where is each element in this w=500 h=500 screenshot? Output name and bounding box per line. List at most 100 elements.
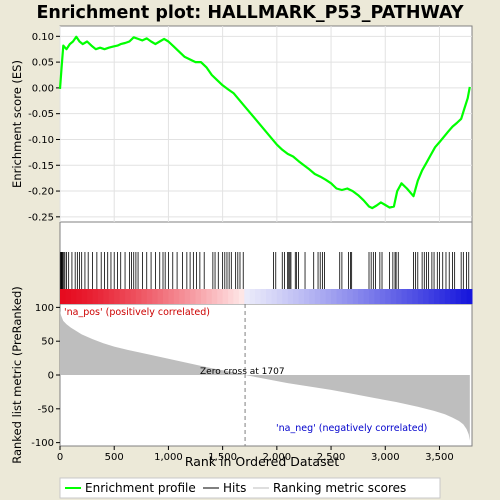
es-y-tick-label: -0.05 bbox=[28, 109, 54, 120]
rank-colorbar-segment bbox=[423, 289, 430, 304]
rank-colorbar-segment bbox=[76, 289, 83, 304]
rank-colorbar-segment bbox=[97, 289, 104, 304]
x-tick-label: 3,500 bbox=[425, 452, 454, 463]
rank-colorbar-segment bbox=[238, 289, 245, 304]
rank-colorbar-segment bbox=[341, 289, 348, 304]
rank-colorbar-segment bbox=[276, 289, 283, 304]
rank-colorbar-segment bbox=[81, 289, 88, 304]
metric-y-tick-label: 50 bbox=[41, 337, 54, 348]
metric-y-axis: 100 50 0 -50 -100 bbox=[31, 303, 60, 449]
rank-colorbar-segment bbox=[222, 289, 229, 304]
rank-colorbar-segment bbox=[206, 289, 213, 304]
positive-correlation-label: 'na_pos' (positively correlated) bbox=[64, 307, 210, 318]
x-tick-label: 2,500 bbox=[317, 452, 346, 463]
rank-colorbar-segment bbox=[385, 289, 392, 304]
rank-colorbar-segment bbox=[114, 289, 121, 304]
es-y-axis: 0.10 0.05 0.00 -0.05 -0.10 -0.15 -0.20 -0.25 bbox=[28, 32, 60, 223]
rank-colorbar-segment bbox=[336, 289, 343, 304]
rank-colorbar-segment bbox=[255, 289, 262, 304]
x-axis-label: Rank in Ordered Dataset bbox=[185, 454, 339, 469]
rank-colorbar-segment bbox=[184, 289, 191, 304]
rank-colorbar-segment bbox=[406, 289, 413, 304]
negative-correlation-label: 'na_neg' (negatively correlated) bbox=[276, 423, 427, 434]
es-y-tick-label: 0.00 bbox=[32, 83, 54, 94]
rank-colorbar-segment bbox=[233, 289, 240, 304]
zero-cross-label: Zero cross at 1707 bbox=[200, 367, 285, 377]
rank-colorbar-segment bbox=[282, 289, 289, 304]
rank-colorbar bbox=[60, 289, 473, 304]
rank-colorbar-segment bbox=[87, 289, 94, 304]
rank-colorbar-segment bbox=[168, 289, 175, 304]
es-panel-background bbox=[59, 25, 473, 223]
rank-colorbar-segment bbox=[157, 289, 164, 304]
x-tick-label: 2,000 bbox=[263, 452, 292, 463]
rank-colorbar-segment bbox=[369, 289, 375, 304]
rank-colorbar-segment bbox=[320, 289, 327, 304]
es-y-tick-label: -0.25 bbox=[28, 212, 54, 223]
rank-colorbar-segment bbox=[303, 289, 310, 304]
rank-colorbar-segment bbox=[439, 289, 446, 304]
rank-colorbar-segment bbox=[271, 289, 278, 304]
rank-colorbar-segment bbox=[260, 289, 267, 304]
rank-colorbar-segment bbox=[146, 289, 153, 304]
legend-hits-label: Hits bbox=[223, 481, 246, 495]
rank-colorbar-segment bbox=[358, 289, 365, 304]
metric-y-tick-label: -50 bbox=[38, 404, 54, 415]
rank-colorbar-segment bbox=[130, 289, 137, 304]
es-gridlines bbox=[59, 26, 472, 222]
hit-marks bbox=[60, 252, 470, 289]
rank-colorbar-segment bbox=[444, 289, 451, 304]
rank-colorbar-segment bbox=[70, 289, 77, 304]
x-tick-label: 500 bbox=[105, 452, 124, 463]
rank-colorbar-segment bbox=[135, 289, 142, 304]
rank-colorbar-segment bbox=[450, 289, 457, 304]
es-y-tick-label: -0.15 bbox=[28, 161, 54, 172]
x-axis: 0 500 1,000 1,500 2,000 2,500 3,000 3,500 bbox=[57, 446, 454, 463]
es-y-axis-label: Enrichment score (ES) bbox=[10, 60, 24, 188]
rank-colorbar-segment bbox=[103, 289, 110, 304]
x-tick-label: 0 bbox=[57, 452, 63, 463]
metric-area bbox=[60, 310, 470, 441]
es-y-tick-label: -0.10 bbox=[28, 135, 54, 146]
rank-colorbar-segment bbox=[396, 289, 403, 304]
rank-colorbar-segment bbox=[108, 289, 115, 304]
es-y-tick-label: -0.20 bbox=[28, 187, 54, 198]
rank-colorbar-segment bbox=[60, 289, 66, 304]
rank-colorbar-segment bbox=[309, 289, 316, 304]
rank-colorbar-segment bbox=[125, 289, 131, 304]
x-tick-label: 1,000 bbox=[154, 452, 183, 463]
rank-colorbar-segment bbox=[352, 289, 359, 304]
rank-colorbar-segment bbox=[152, 289, 159, 304]
rank-colorbar-segment bbox=[455, 289, 462, 304]
rank-colorbar-segment bbox=[190, 289, 197, 304]
rank-colorbar-segment bbox=[244, 289, 251, 304]
rank-colorbar-segment bbox=[119, 289, 126, 304]
rank-colorbar-segment bbox=[293, 289, 300, 304]
enrichment-profile-line bbox=[58, 35, 471, 210]
rank-colorbar-segment bbox=[466, 289, 473, 304]
x-tick-label: 3,000 bbox=[371, 452, 400, 463]
chart-title: Enrichment plot: HALLMARK_P53_PATHWAY bbox=[36, 3, 463, 23]
metric-y-tick-label: -100 bbox=[31, 438, 54, 449]
rank-colorbar-segment bbox=[434, 289, 440, 304]
rank-colorbar-segment bbox=[211, 289, 218, 304]
rank-colorbar-segment bbox=[163, 289, 169, 304]
enrichment-profile bbox=[58, 35, 471, 210]
rank-colorbar-segment bbox=[417, 289, 424, 304]
ranking-metric-area bbox=[60, 304, 470, 446]
rank-colorbar-segment bbox=[390, 289, 397, 304]
rank-colorbar-segment bbox=[325, 289, 332, 304]
es-y-tick-label: 0.05 bbox=[32, 58, 54, 69]
rank-colorbar-segment bbox=[92, 289, 99, 304]
rank-colorbar-segment bbox=[428, 289, 435, 304]
rank-colorbar-segment bbox=[412, 289, 419, 304]
rank-colorbar-segment bbox=[173, 289, 180, 304]
es-y-tick-label: 0.10 bbox=[32, 32, 54, 43]
rank-colorbar-segment bbox=[298, 289, 305, 304]
legend-box bbox=[59, 477, 441, 499]
legend-metric-label: Ranking metric scores bbox=[273, 481, 406, 495]
metric-y-tick-label: 0 bbox=[48, 371, 54, 382]
rank-colorbar-segment bbox=[249, 289, 256, 304]
rank-colorbar-segment bbox=[141, 289, 148, 304]
rank-colorbar-segment bbox=[287, 289, 294, 304]
